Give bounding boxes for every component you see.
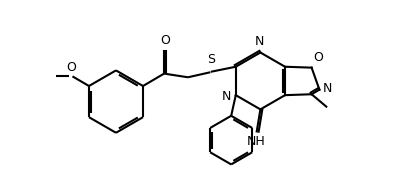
Text: S: S xyxy=(207,53,215,66)
Text: O: O xyxy=(313,51,323,64)
Text: N: N xyxy=(323,82,333,95)
Text: N: N xyxy=(255,35,265,48)
Text: N: N xyxy=(222,90,231,103)
Text: O: O xyxy=(160,34,170,47)
Text: O: O xyxy=(67,61,76,74)
Text: NH: NH xyxy=(247,135,265,148)
